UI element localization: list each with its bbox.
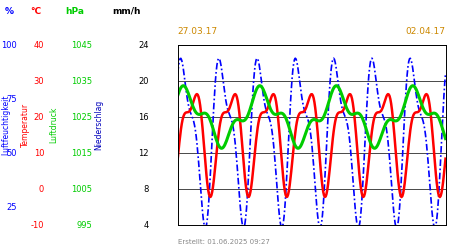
Text: 25: 25 xyxy=(7,202,17,211)
Text: 1035: 1035 xyxy=(71,76,92,86)
Text: Temperatur: Temperatur xyxy=(21,103,30,147)
Text: 1015: 1015 xyxy=(71,148,92,158)
Text: 40: 40 xyxy=(34,40,44,50)
Text: 12: 12 xyxy=(138,148,148,158)
Text: 16: 16 xyxy=(138,112,148,122)
Text: Erstellt: 01.06.2025 09:27: Erstellt: 01.06.2025 09:27 xyxy=(178,239,270,245)
Text: 30: 30 xyxy=(33,76,44,86)
Text: 20: 20 xyxy=(34,112,44,122)
Text: 50: 50 xyxy=(7,148,17,158)
Text: mm/h: mm/h xyxy=(112,7,140,16)
Text: 4: 4 xyxy=(143,220,148,230)
Text: 75: 75 xyxy=(6,94,17,104)
Text: 1045: 1045 xyxy=(71,40,92,50)
Text: 24: 24 xyxy=(138,40,148,50)
Text: 27.03.17: 27.03.17 xyxy=(178,27,218,36)
Text: hPa: hPa xyxy=(65,7,84,16)
Text: 1025: 1025 xyxy=(71,112,92,122)
Text: -10: -10 xyxy=(31,220,44,230)
Text: Luftfeuchtigkeit: Luftfeuchtigkeit xyxy=(1,95,10,155)
Text: 02.04.17: 02.04.17 xyxy=(405,27,446,36)
Text: 20: 20 xyxy=(138,76,148,86)
Text: %: % xyxy=(4,7,13,16)
Text: Luftdruck: Luftdruck xyxy=(50,107,58,143)
Text: 1005: 1005 xyxy=(71,184,92,194)
Text: Niederschlag: Niederschlag xyxy=(94,100,104,150)
Text: °C: °C xyxy=(31,7,41,16)
Text: 10: 10 xyxy=(34,148,44,158)
Text: 100: 100 xyxy=(1,40,17,50)
Text: 995: 995 xyxy=(76,220,92,230)
Text: 8: 8 xyxy=(143,184,148,194)
Text: 0: 0 xyxy=(39,184,44,194)
